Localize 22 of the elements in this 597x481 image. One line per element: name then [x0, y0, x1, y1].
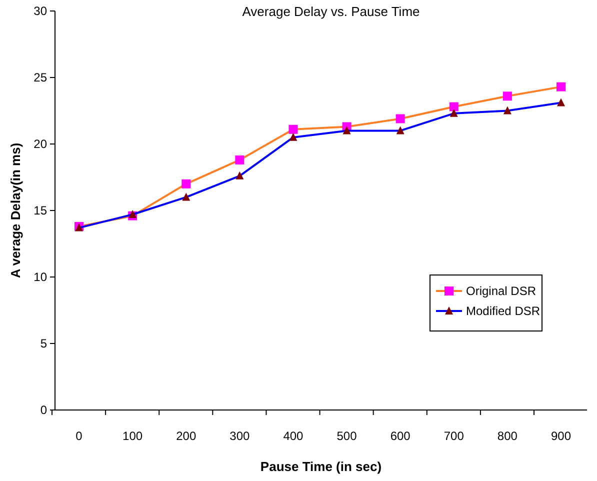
x-tick-label: 500 — [336, 429, 358, 443]
chart-title: Average Delay vs. Pause Time — [242, 4, 420, 19]
x-tick-label: 800 — [497, 429, 518, 443]
y-tick-label: 0 — [40, 403, 48, 418]
legend-label: Original DSR — [466, 284, 536, 298]
x-tick-label: 200 — [176, 429, 196, 443]
x-tick-label: 400 — [283, 429, 304, 443]
x-tick-label: 300 — [230, 429, 250, 443]
y-tick-label: 20 — [34, 137, 48, 152]
y-tick-label: 25 — [34, 70, 48, 85]
y-tick-label: 15 — [34, 204, 48, 218]
y-tick-label: 10 — [34, 270, 48, 284]
x-tick-label: 900 — [550, 429, 572, 443]
y-tick-label: 5 — [40, 336, 48, 351]
legend-label: Modified DSR — [466, 304, 540, 318]
y-axis-title: A verage Delay(in ms) — [8, 142, 23, 278]
x-tick-label: 100 — [122, 429, 143, 443]
x-axis-title: Pause Time (in sec) — [260, 459, 382, 474]
x-tick-label: 0 — [76, 429, 83, 443]
x-tick-label: 600 — [390, 429, 411, 443]
x-tick-label: 700 — [444, 429, 464, 443]
y-tick-label: 30 — [34, 4, 48, 18]
